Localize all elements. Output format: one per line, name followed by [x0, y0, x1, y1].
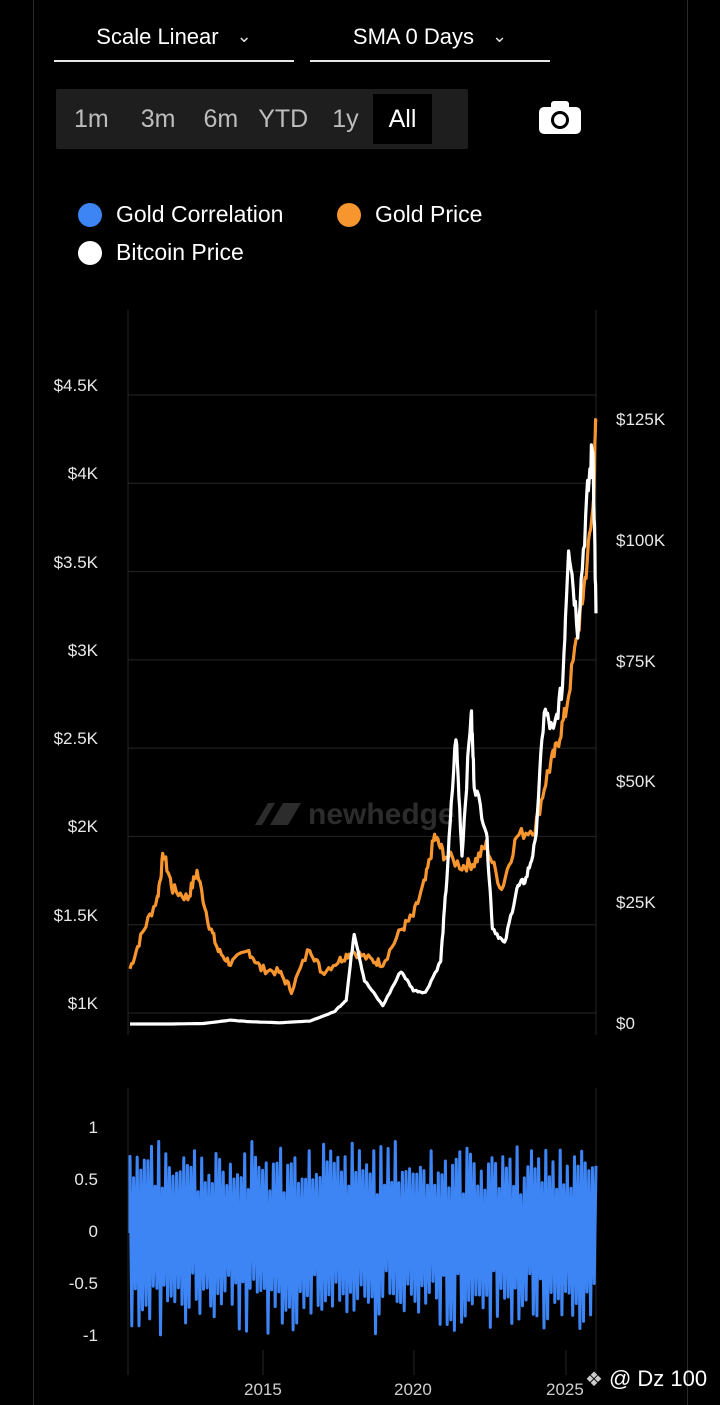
chevron-down-icon: ⌄	[236, 25, 252, 46]
y-right-tick-label: $50K	[616, 772, 656, 792]
y-left-tick-label: $2.5K	[53, 729, 98, 749]
legend-dot	[337, 202, 361, 227]
y-left-tick-label: $1K	[67, 994, 98, 1013]
y-right-tick-label: $25K	[616, 893, 656, 913]
newhedge-watermark-logo: newhedge	[255, 798, 455, 831]
range-button-6m[interactable]: 6m	[203, 105, 239, 133]
range-button-1y[interactable]: 1y	[332, 105, 359, 133]
legend-item-gold-correlation[interactable]: Gold Correlation	[78, 201, 283, 228]
watermark-text: newhedge	[308, 798, 455, 831]
range-button-3m[interactable]: 3m	[140, 105, 176, 133]
range-button-ytd[interactable]: YTD	[258, 105, 309, 133]
badge-text: @ Dz 100	[608, 1366, 708, 1391]
legend-label: Gold Price	[375, 201, 483, 227]
y-corr-tick-label: 0.5	[74, 1170, 98, 1189]
series-line-gold-price	[128, 418, 598, 996]
y-left-tick-label: $3K	[67, 640, 98, 660]
series-line-gold-correlation	[128, 1140, 598, 1337]
legend-dot	[78, 240, 102, 265]
y-left-tick-label: $3.5K	[53, 552, 98, 572]
source-badge: ❖ @ Dz 100	[585, 1366, 707, 1392]
frame-right-border	[687, 0, 688, 1405]
legend-item-bitcoin-price[interactable]: Bitcoin Price	[78, 239, 244, 266]
camera-icon[interactable]	[538, 100, 582, 136]
x-tick-label: 2020	[394, 1380, 432, 1399]
legend-label: Bitcoin Price	[116, 239, 244, 265]
y-left-tick-label: $4K	[67, 464, 98, 484]
y-corr-tick-label: 0	[88, 1222, 98, 1241]
y-right-tick-label: $125K	[616, 410, 666, 429]
scale-dropdown-label: Scale Linear	[96, 24, 219, 49]
sma-dropdown-label: SMA 0 Days	[352, 24, 474, 49]
y-right-tick-label: $0	[616, 1014, 635, 1033]
chevron-down-icon: ⌄	[491, 25, 508, 46]
y-corr-tick-label: -0.5	[68, 1274, 98, 1293]
range-button-1m[interactable]: 1m	[74, 105, 109, 133]
y-corr-tick-label: 1	[88, 1118, 98, 1137]
time-range-selector: 1m 3m 6m YTD 1y All	[56, 89, 468, 149]
series-line-bitcoin-price	[130, 443, 598, 1026]
y-left-tick-label: $4.5K	[53, 376, 98, 395]
legend-dot	[78, 202, 102, 227]
sma-dropdown[interactable]: SMA 0 Days ⌄	[310, 14, 550, 62]
y-corr-tick-label: -1	[82, 1326, 98, 1345]
x-tick-label: 2025	[546, 1380, 584, 1399]
y-right-tick-label: $100K	[616, 530, 666, 550]
legend-label: Gold Correlation	[116, 201, 284, 227]
binance-icon: ❖	[585, 1368, 603, 1391]
y-left-tick-label: $2K	[67, 817, 98, 837]
scale-dropdown[interactable]: Scale Linear ⌄	[54, 14, 294, 62]
frame-left-border	[33, 0, 34, 1405]
x-tick-label: 2015	[244, 1380, 282, 1399]
y-left-tick-label: $1.5K	[53, 905, 98, 925]
y-right-tick-label: $75K	[616, 651, 656, 671]
range-button-all[interactable]: All	[372, 94, 433, 144]
legend-item-gold-price[interactable]: Gold Price	[337, 201, 482, 228]
